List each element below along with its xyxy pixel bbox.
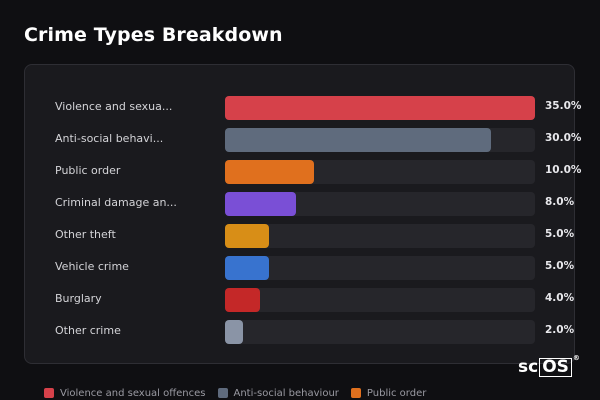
bar-track [225,256,535,280]
bar-category-label: Vehicle crime [55,260,129,273]
bar-value-label: 35.0% [545,100,582,112]
bar-track [225,160,535,184]
chart-panel: Violence and sexua... 35.0% Anti-social be… [24,64,581,364]
bar-track [225,128,535,152]
bar[interactable] [225,224,269,248]
legend-item[interactable]: Public order [350,387,427,399]
bar-value-label: 4.0% [545,292,575,304]
legend-label: Violence and sexual offences [60,387,206,399]
legend-swatch [217,388,228,398]
chart-legend: Violence and sexual offences Anti-social … [44,386,426,400]
bar-row: Vehicle crime 5.0% [55,256,574,280]
bar[interactable] [225,96,535,120]
bar-track [225,192,535,216]
logo-text-sc: sc [518,357,539,377]
bar-value-label: 30.0% [545,132,582,144]
logo-text-os: OS [539,357,572,377]
legend-label: Public order [366,387,427,399]
legend-label: Anti-social behaviour [233,387,339,399]
bar-category-label: Violence and sexua... [55,100,173,113]
bar[interactable] [225,288,260,312]
bar-category-label: Other theft [55,228,116,241]
bar-row: Other theft 5.0% [55,224,574,248]
bar-value-label: 5.0% [545,228,575,240]
bar-row: Criminal damage an... 8.0% [55,192,574,216]
legend-swatch [350,388,361,398]
bar-row: Other crime 2.0% [55,320,574,344]
bar-category-label: Anti-social behavi... [55,132,164,145]
legend-item[interactable]: Violence and sexual offences [44,388,206,399]
bar-row: Violence and sexua... 35.0% [55,96,581,120]
bar-track [225,96,535,120]
chart-title: Crime Types Breakdown [24,24,283,46]
bar-row: Public order 10.0% [55,160,581,184]
bar-track [225,320,535,344]
legend-item[interactable]: Anti-social behaviour [217,387,339,399]
bar[interactable] [225,128,491,152]
bar[interactable] [225,320,243,344]
bar-value-label: 2.0% [545,324,575,336]
bar[interactable] [225,256,269,280]
bar-value-label: 5.0% [545,260,575,272]
bar-value-label: 10.0% [545,164,582,176]
bar-track [225,288,535,312]
logo-registered-mark: ® [572,354,580,362]
bar-category-label: Other crime [55,324,121,337]
bar-category-label: Public order [55,164,121,177]
bar[interactable] [225,192,296,216]
bar-row: Burglary 4.0% [55,288,574,312]
bar-row: Anti-social behavi... 30.0% [55,128,581,152]
bar-category-label: Burglary [55,292,102,305]
bar-value-label: 8.0% [545,196,575,208]
bar-category-label: Criminal damage an... [55,196,177,209]
scos-logo: sc OS ® [518,354,580,377]
legend-swatch [44,388,54,398]
bar-track [225,224,535,248]
bar[interactable] [225,160,314,184]
